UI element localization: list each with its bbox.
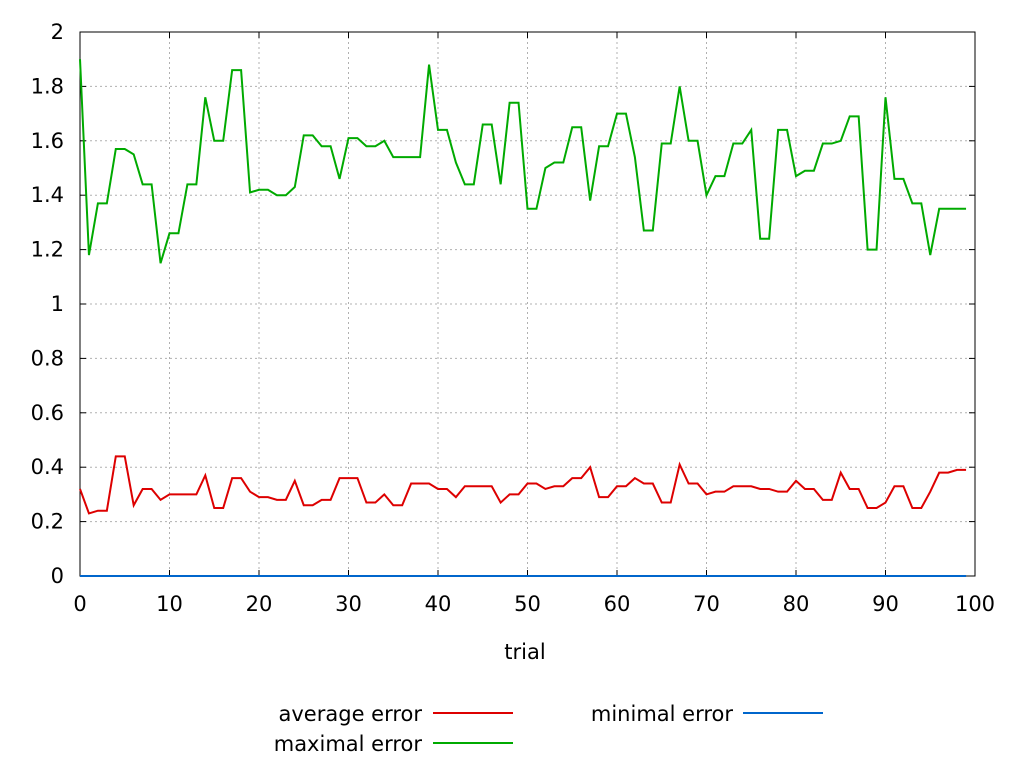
y-tick-label: 0.4 bbox=[31, 455, 64, 479]
y-tick-label: 1.2 bbox=[31, 238, 64, 262]
x-tick-label: 50 bbox=[514, 592, 541, 616]
series-line-average-error bbox=[79, 455, 967, 515]
x-tick-label: 10 bbox=[156, 592, 183, 616]
y-tick-label: 0.6 bbox=[31, 401, 64, 425]
x-tick-label: 20 bbox=[246, 592, 273, 616]
axis-ticks: 0 10 20 30 40 50 60 70 80 90 100 0 0.2 0.4 0.6 0.8 1 1.2 1… bbox=[31, 20, 995, 616]
y-tick-label: 1.6 bbox=[31, 129, 64, 153]
legend-label-minimal-error: minimal error bbox=[591, 702, 733, 726]
legend: average error maximal error minimal erro… bbox=[274, 702, 823, 756]
y-tick-label: 1.4 bbox=[31, 183, 64, 207]
grid bbox=[80, 32, 975, 576]
x-tick-label: 40 bbox=[425, 592, 452, 616]
y-tick-label: 0.8 bbox=[31, 346, 64, 370]
x-axis-label: trial bbox=[504, 640, 545, 664]
x-tick-label: 30 bbox=[335, 592, 362, 616]
legend-label-maximal-error: maximal error bbox=[274, 732, 423, 756]
x-tick-label: 70 bbox=[693, 592, 720, 616]
y-tick-label: 1 bbox=[51, 292, 64, 316]
x-tick-label: 100 bbox=[955, 592, 995, 616]
series-layer bbox=[79, 59, 967, 577]
y-tick-label: 0.2 bbox=[31, 510, 64, 534]
legend-label-average-error: average error bbox=[279, 702, 423, 726]
x-tick-label: 80 bbox=[783, 592, 810, 616]
x-tick-label: 90 bbox=[872, 592, 899, 616]
y-tick-label: 2 bbox=[51, 20, 64, 44]
x-tick-label: 0 bbox=[73, 592, 86, 616]
series-line-maximal-error bbox=[79, 59, 967, 264]
x-tick-label: 60 bbox=[604, 592, 631, 616]
y-tick-label: 0 bbox=[51, 564, 64, 588]
y-tick-label: 1.8 bbox=[31, 74, 64, 98]
